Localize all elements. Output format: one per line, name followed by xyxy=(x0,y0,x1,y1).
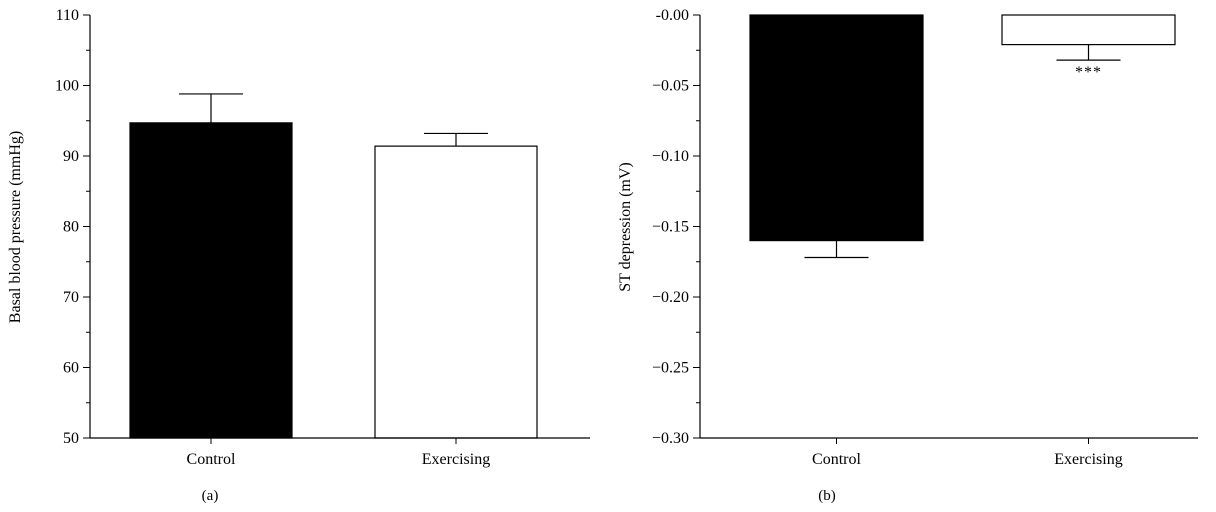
chart-a-basal-blood-pressure: Control Exercising 50 60 70 80 90 100 110 Basal b… xyxy=(7,7,590,504)
y-tick-label: -0.00 xyxy=(656,7,689,24)
y-tick-label: −0.10 xyxy=(652,148,689,165)
bar-exercising xyxy=(374,145,538,439)
bar-exercising xyxy=(1001,14,1176,46)
x-tick-label: Exercising xyxy=(422,451,490,468)
bar-control xyxy=(749,14,924,242)
y-tick-label: 60 xyxy=(63,360,79,377)
significance-annotation: *** xyxy=(1075,64,1102,81)
y-tick-label: 50 xyxy=(63,430,79,447)
bar-control xyxy=(129,122,293,439)
y-tick-label: 90 xyxy=(63,148,79,165)
panel-label: (a) xyxy=(202,488,219,504)
x-tick-label: Control xyxy=(187,451,236,468)
y-tick-label: −0.30 xyxy=(652,430,689,447)
panel-label: (b) xyxy=(818,488,836,504)
y-tick-label: 110 xyxy=(56,7,79,24)
y-axis-title: ST depression (mV) xyxy=(617,162,634,291)
y-tick-label: −0.15 xyxy=(652,219,689,236)
x-tick-label: Exercising xyxy=(1054,451,1122,468)
x-tick-label: Control xyxy=(812,451,861,468)
y-tick-label: 80 xyxy=(63,219,79,236)
y-tick-label: 100 xyxy=(55,78,79,95)
chart-b-st-depression: Control *** Exercising −0.30 −0.25 −0.20 −0.15… xyxy=(617,7,1198,504)
y-axis-title: Basal blood pressure (mmHg) xyxy=(7,131,24,323)
y-tick-label: −0.25 xyxy=(652,360,689,377)
y-tick-label: −0.05 xyxy=(652,78,689,95)
y-tick-label: −0.20 xyxy=(652,289,689,306)
y-tick-label: 70 xyxy=(63,289,79,306)
